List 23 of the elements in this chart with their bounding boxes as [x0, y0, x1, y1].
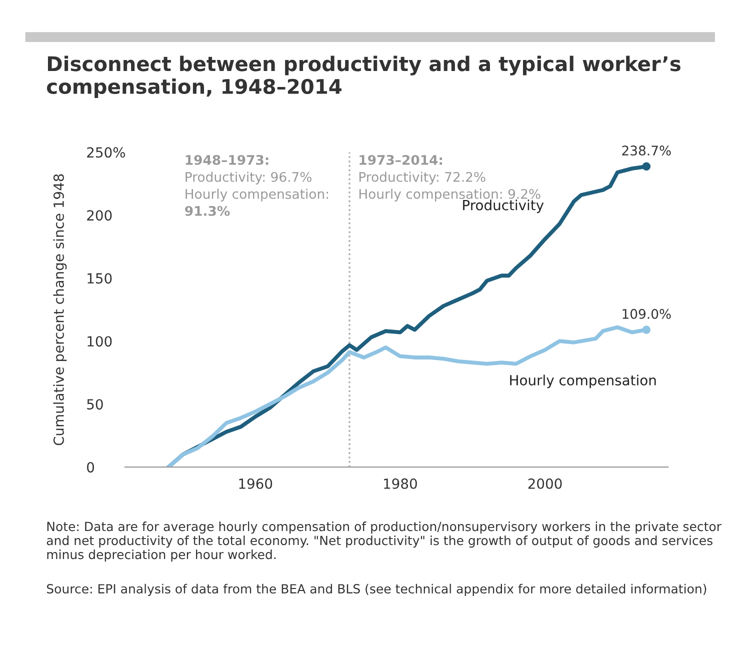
annotation: 91.3%: [185, 206, 230, 216]
x-tick-label: 1960: [239, 478, 272, 489]
annotation: 109.0%: [622, 308, 671, 319]
text: Note: Data are for average hourly compensation of production/nonsupervisory workers in the private sector and net productivity of the total economy. "Net productivity" is the growth of output of goods and services minus depreciation per hour worked.: [46, 522, 722, 562]
y-tick-label: 250%: [87, 147, 126, 158]
source-note: Source: EPI analysis of data from the BEA and BLS (see technical appendix for more detailed information): [46, 584, 706, 596]
annotation: Productivity: 96.7%: [186, 172, 312, 184]
annotation: 1948–1973:: [186, 154, 268, 165]
y-tick-label: 200: [87, 210, 112, 221]
y-tick-label: 150: [88, 273, 112, 284]
x-tick-label: 2000: [528, 478, 562, 489]
x-tick-label: 1980: [384, 478, 417, 489]
series-label: Productivity: [463, 200, 544, 214]
annotation: Productivity: 72.2%: [359, 172, 486, 184]
series-label: Hourly compensation: [510, 374, 656, 388]
y-tick-label: 50: [87, 399, 103, 410]
annotation: 238.7%: [622, 146, 671, 156]
y-axis-title: Cumulative percent change since 1948: [53, 174, 67, 446]
chart-title: Disconnect between productivity and a typical worker’s compensation, 1948–2014: [46, 56, 680, 98]
annotation: Hourly compensation:: [186, 188, 328, 202]
y-tick-label: 100: [88, 336, 112, 347]
y-tick-label: 0: [87, 462, 94, 473]
annotation: 1973–2014:: [360, 154, 442, 165]
